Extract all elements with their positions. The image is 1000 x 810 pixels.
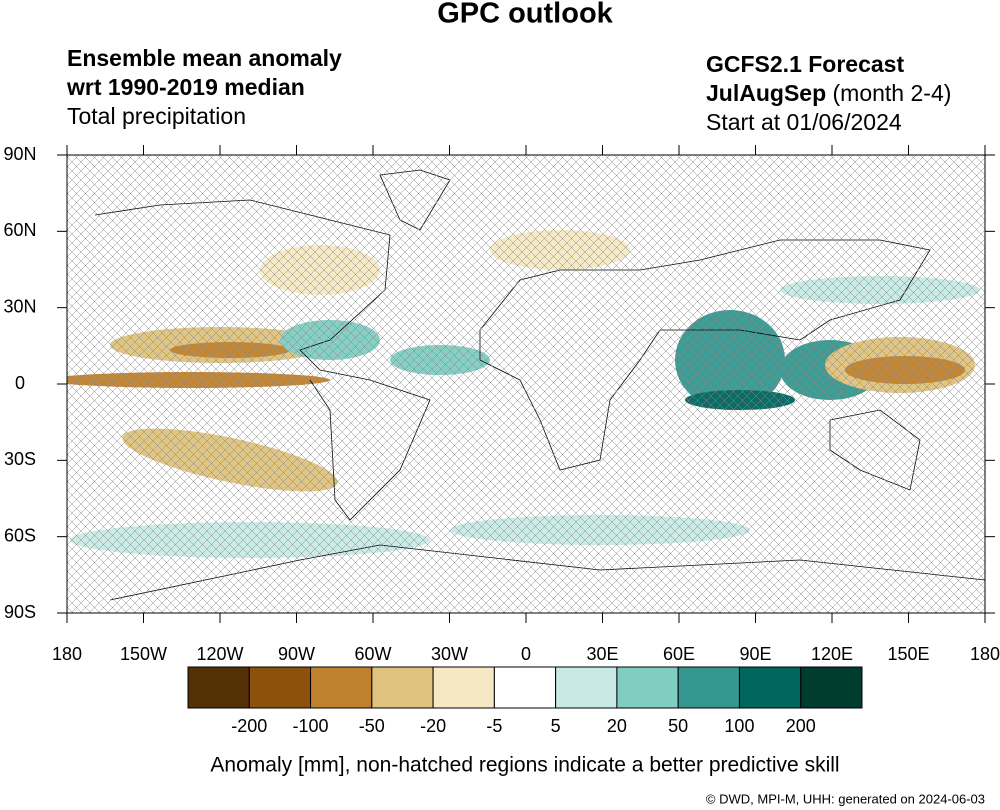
colorbar-tick-label: 5	[551, 716, 561, 736]
season: JulAugSep (month 2-4)	[706, 80, 951, 106]
colorbar-box	[187, 666, 250, 709]
x-tick-label: 150E	[887, 644, 929, 664]
title: GPC outlook	[437, 0, 613, 30]
x-tick-label: 120W	[196, 644, 243, 664]
y-tick-label: 30N	[3, 296, 36, 316]
map	[67, 155, 985, 613]
colorbar-box	[800, 666, 863, 709]
x-tick-label: 150W	[120, 644, 167, 664]
y-tick-label: 90S	[4, 602, 36, 622]
y-tick-label: 30S	[4, 449, 36, 469]
x-tick-label: 30W	[431, 644, 468, 664]
x-tick-label: 90W	[278, 644, 315, 664]
colorbar-tick-label: 100	[724, 716, 754, 736]
subtitle: Ensemble mean anomaly	[67, 45, 342, 71]
y-tick-label: 90N	[3, 144, 36, 164]
colorbar-box	[555, 666, 618, 709]
x-tick-label: 60W	[354, 644, 391, 664]
colorbar-box	[738, 666, 802, 709]
season-name: JulAugSep	[706, 80, 826, 106]
model: GCFS2.1 Forecast	[706, 51, 904, 77]
colorbar-tick-label: -200	[231, 716, 267, 736]
colorbar-box	[616, 666, 679, 709]
colorbar-tick-label: -100	[293, 716, 329, 736]
colorbar-tick-label: -5	[486, 716, 502, 736]
x-tick-label: 60E	[663, 644, 695, 664]
variable: Total precipitation	[67, 103, 246, 129]
colorbar-box	[432, 666, 495, 709]
y-tick-label: 0	[15, 373, 25, 393]
colorbar-tick-label: -50	[359, 716, 385, 736]
y-tick-label: 60S	[4, 525, 36, 545]
subtitle: wrt 1990-2019 median	[66, 74, 305, 100]
colorbar-box	[677, 666, 740, 709]
lead: (month 2-4)	[833, 80, 952, 106]
start-date: Start at 01/06/2024	[706, 109, 902, 135]
credit: © DWD, MPI-M, UHH: generated on 2024-06-…	[706, 791, 985, 806]
x-tick-label: 120E	[811, 644, 853, 664]
colorbar-box	[248, 666, 312, 709]
colorbar-box	[493, 666, 557, 709]
colorbar-tick-label: 20	[607, 716, 627, 736]
x-tick-label: 90E	[739, 644, 771, 664]
colorbar-tick-label: -20	[420, 716, 446, 736]
colorbar-box	[310, 666, 373, 709]
colorbar-box	[371, 666, 434, 709]
y-tick-label: 60N	[3, 220, 36, 240]
x-tick-label: 30E	[586, 644, 618, 664]
colorbar-tick-label: 200	[786, 716, 816, 736]
colorbar-label: Anomaly [mm], non-hatched regions indica…	[210, 754, 839, 777]
x-tick-label: 180	[52, 644, 82, 664]
x-tick-label: 180	[970, 644, 1000, 664]
colorbar-tick-label: 50	[668, 716, 688, 736]
x-tick-label: 0	[521, 644, 531, 664]
